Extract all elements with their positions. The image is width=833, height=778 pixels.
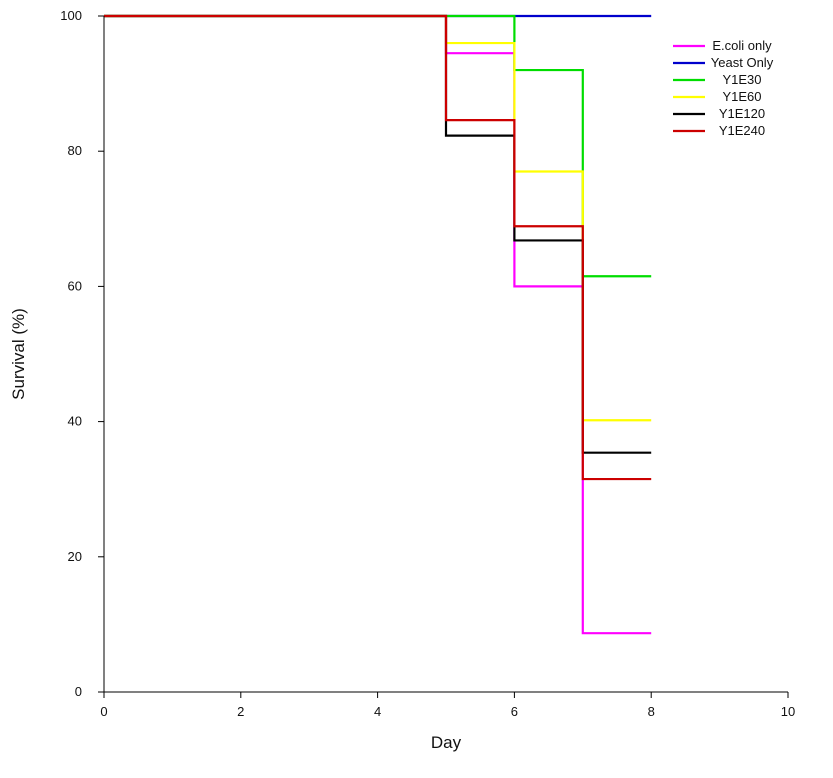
x-tick-label: 0 xyxy=(100,704,107,719)
series-line xyxy=(104,14,652,422)
x-tick-label: 2 xyxy=(237,704,244,719)
legend-label: E.coli only xyxy=(712,38,772,53)
y-tick-label: 20 xyxy=(68,549,82,564)
x-tick-label: 6 xyxy=(511,704,518,719)
y-tick-label: 60 xyxy=(68,278,82,293)
series-line xyxy=(104,14,652,454)
y-axis-title: Survival (%) xyxy=(9,308,28,400)
legend-label: Y1E120 xyxy=(719,106,765,121)
y-tick-label: 80 xyxy=(68,143,82,158)
series-line xyxy=(104,14,652,481)
legend: E.coli only Yeast Only Y1E30 Y1E60 Y1E120 Y1E… xyxy=(673,38,774,138)
x-tick-label: 4 xyxy=(374,704,381,719)
series-line xyxy=(104,14,652,635)
y-ticks: 0 20 40 60 80 100 xyxy=(60,8,104,699)
series-line xyxy=(104,14,652,278)
legend-label: Y1E240 xyxy=(719,123,765,138)
legend-label: Y1E60 xyxy=(722,89,761,104)
y-tick-label: 40 xyxy=(68,414,82,429)
y-tick-label: 100 xyxy=(60,8,82,23)
x-tick-label: 8 xyxy=(648,704,655,719)
legend-label: Y1E30 xyxy=(722,72,761,87)
y-tick-label: 0 xyxy=(75,684,82,699)
axes-layer xyxy=(103,16,788,693)
x-tick-label: 10 xyxy=(781,704,795,719)
x-ticks: 0 2 4 6 8 10 xyxy=(100,692,795,719)
x-axis-title: Day xyxy=(431,733,462,752)
series-layer xyxy=(104,14,652,635)
legend-label: Yeast Only xyxy=(711,55,774,70)
